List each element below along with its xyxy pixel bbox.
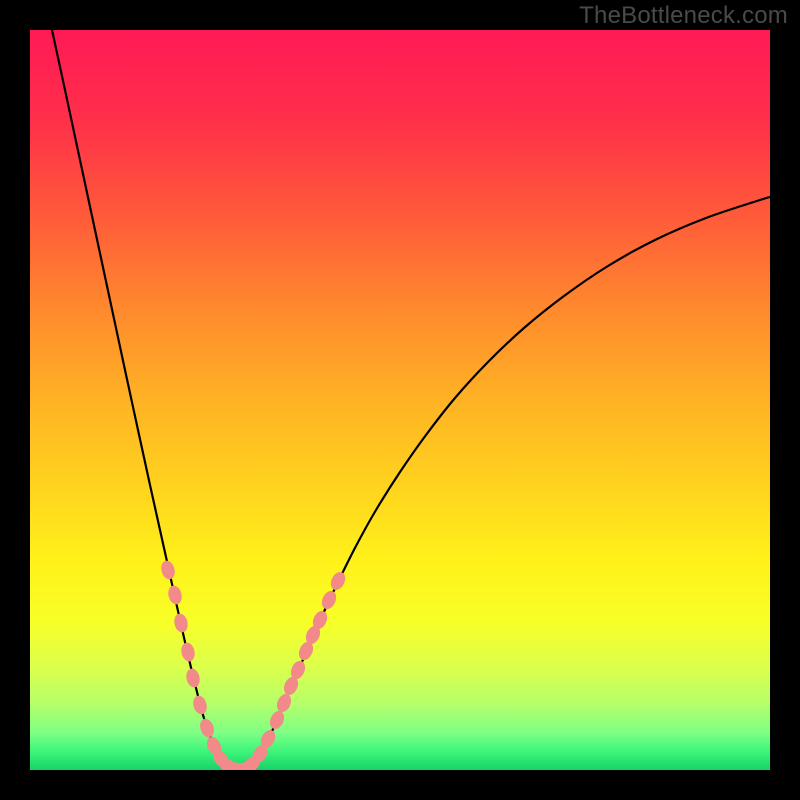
chart-svg — [0, 0, 800, 800]
gradient-background — [30, 30, 770, 770]
plot-area — [30, 30, 770, 777]
watermark-text: TheBottleneck.com — [579, 2, 788, 30]
outer-frame — [0, 0, 800, 800]
figure-root: TheBottleneck.com — [0, 0, 800, 800]
